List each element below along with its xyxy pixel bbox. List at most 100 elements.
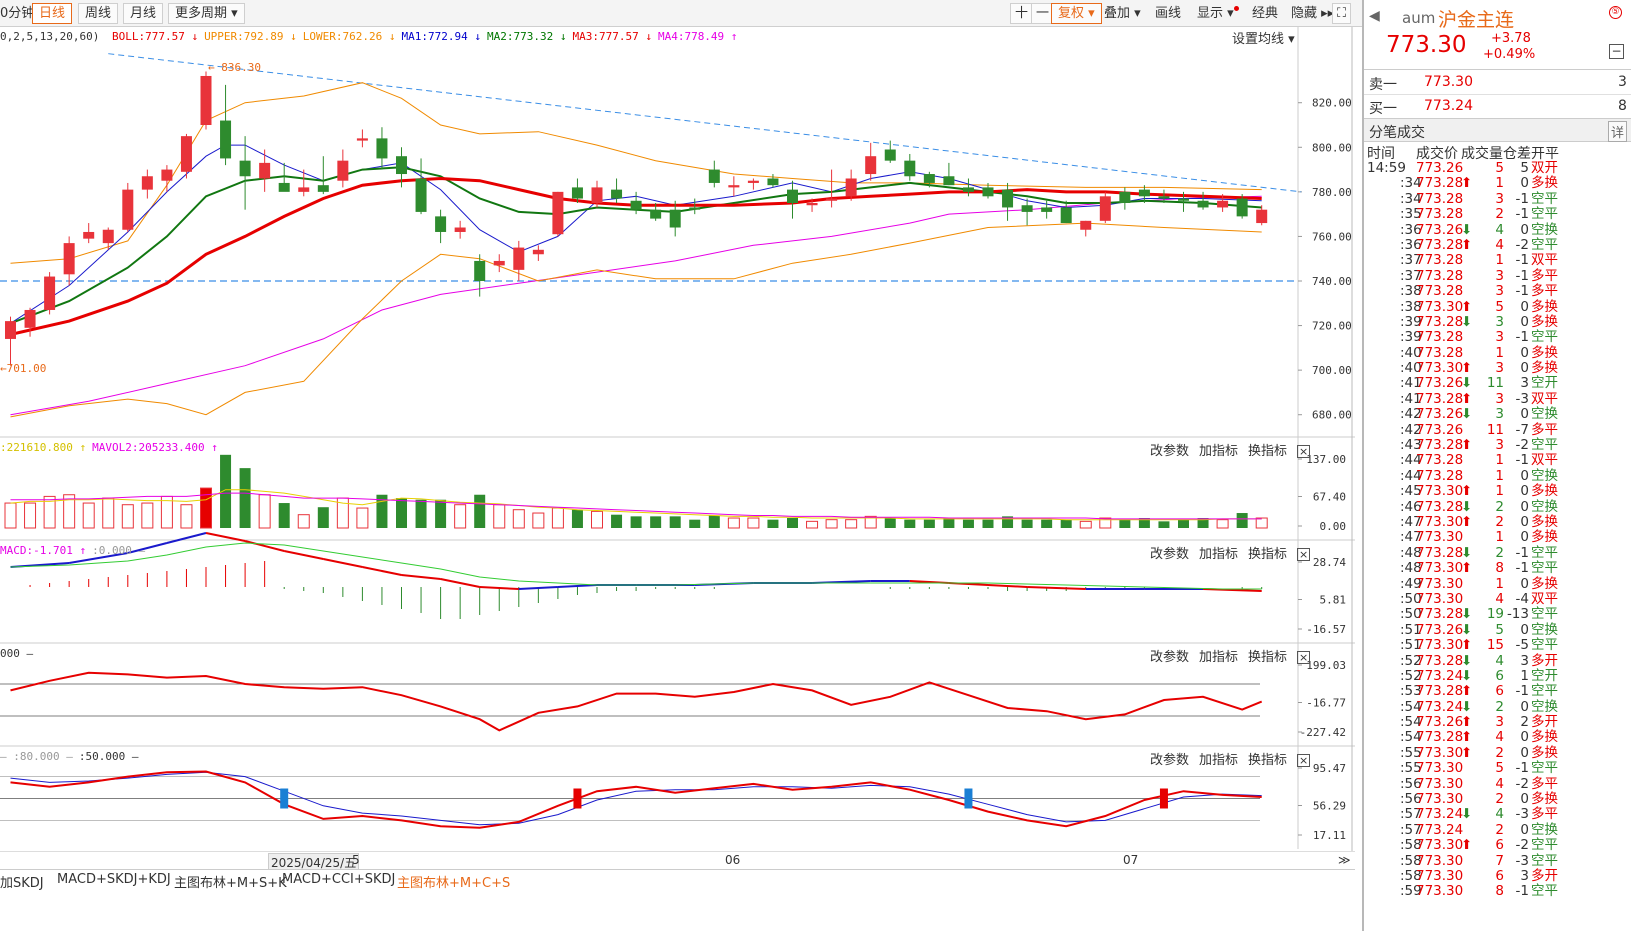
tick-down-arrow-icon: ⬇ [1461, 667, 1473, 684]
tick-type: 空开 [1531, 667, 1558, 684]
candle-body [982, 187, 994, 197]
tick-oi-change: -2 [1515, 775, 1529, 792]
period-monthly[interactable]: 月线 [123, 3, 164, 24]
tick-type: 多换 [1531, 575, 1558, 592]
tick-oi-change: 0 [1520, 729, 1529, 746]
period-weekly[interactable]: 周线 [78, 3, 119, 24]
collapse-icon[interactable]: − [1609, 44, 1624, 59]
tick-price: 773.28 [1416, 313, 1464, 330]
swap-indicator-button[interactable]: 换指标 [1248, 444, 1288, 459]
tab-boll-m-s-k[interactable]: 主图布林+M+S+K [174, 876, 287, 891]
tick-time: :36 [1400, 221, 1422, 238]
add-indicator-button[interactable]: 加指标 [1199, 650, 1239, 665]
close-pane-icon[interactable]: × [1297, 754, 1311, 767]
tick-row: :40 773.30 ⬆ 3 0 多换 [1364, 360, 1631, 376]
change-params-button[interactable]: 改参数 [1150, 444, 1190, 459]
top-toolbar: 0分钟 日线 周线 月线 更多周期 ▾ 十 一 复权 ▾ 叠加 ▾ 画线 显示 … [0, 0, 1412, 27]
volume-bar [102, 497, 115, 529]
add-indicator-button[interactable]: 加指标 [1199, 753, 1239, 768]
tick-row: :47 773.30 ⬆ 2 0 多换 [1364, 514, 1631, 530]
tick-row: :57 773.24 ⬇ 4 -3 多平 [1364, 806, 1631, 823]
tick-price: 773.28 [1416, 729, 1464, 746]
tick-oi-change: 0 [1520, 698, 1529, 715]
close-pane-icon[interactable]: × [1297, 651, 1311, 664]
tick-type: 空换 [1531, 221, 1558, 238]
close-pane-icon[interactable]: × [1297, 548, 1311, 561]
quote-panel: ◀ aum 沪金主连 ⑤ 773.30 +3.78 +0.49% − 卖一 77… [1362, 0, 1631, 931]
tick-row: :58 773.30 ⬆ 6 -2 空平 [1364, 837, 1631, 854]
tick-row: :39 773.28 ⬇ 3 0 多换 [1364, 313, 1631, 330]
ma-settings-button[interactable]: 设置均线 ▾ [1232, 32, 1295, 47]
tick-price: 773.30 [1416, 883, 1464, 900]
tick-oi-change: -1 [1515, 206, 1529, 223]
classic-button[interactable]: 经典 [1252, 6, 1279, 21]
volume-bar [4, 502, 17, 529]
period-minute[interactable]: 0分钟 [0, 6, 35, 21]
swap-indicator-button[interactable]: 换指标 [1248, 650, 1288, 665]
ma2-line [10, 166, 1262, 325]
volume-bar [982, 519, 994, 528]
tick-price: 773.26 [1416, 406, 1464, 423]
tick-price: 773.28 [1416, 437, 1464, 454]
tick-oi-change: -1 [1515, 190, 1529, 207]
tick-time: :54 [1400, 714, 1422, 731]
add-indicator-button[interactable]: 加指标 [1199, 444, 1239, 459]
tick-type: 空平 [1531, 837, 1558, 854]
tick-down-arrow-icon: ⬇ [1461, 621, 1473, 638]
tick-oi-change: 3 [1520, 375, 1529, 392]
scroll-right-icon[interactable]: ≫ [1338, 853, 1351, 867]
tick-down-arrow-icon: ⬇ [1461, 652, 1473, 669]
tick-down-arrow-icon: ⬇ [1461, 375, 1473, 392]
period-more[interactable]: 更多周期 ▾ [168, 3, 245, 24]
hide-button[interactable]: 隐藏 ▸▸ [1291, 6, 1335, 21]
tick-price: 773.28 [1416, 498, 1464, 515]
add-indicator-button[interactable]: 加指标 [1199, 547, 1239, 562]
candle-body [884, 149, 896, 161]
tick-down-arrow-icon: ⬇ [1461, 806, 1473, 823]
overlay-button[interactable]: 叠加 ▾ [1104, 6, 1141, 21]
volume-bar [24, 502, 37, 529]
prev-symbol-icon[interactable]: ◀ [1369, 8, 1380, 24]
candle-body [278, 182, 290, 192]
tab-macd-skdj-kdj[interactable]: MACD+SKDJ+KDJ [57, 872, 171, 887]
display-button[interactable]: 显示 ▾ [1197, 3, 1239, 24]
tick-price: 773.30 [1416, 837, 1464, 854]
close-pane-icon[interactable]: × [1297, 445, 1311, 458]
change-params-button[interactable]: 改参数 [1150, 547, 1190, 562]
tick-row: :47 773.30 1 0 多换 [1364, 529, 1631, 545]
vol-ind-item: MAVOL2:205233.400 ↑ [92, 441, 218, 454]
swap-indicator-button[interactable]: 换指标 [1248, 753, 1288, 768]
period-daily[interactable]: 日线 [32, 3, 73, 24]
tick-time: :39 [1400, 313, 1422, 330]
tab-macd-cci-skdj[interactable]: MACD+CCI+SKDJ [282, 872, 396, 887]
tick-price: 773.28 [1416, 452, 1464, 469]
tab-skdj[interactable]: 加SKDJ [0, 876, 44, 891]
tick-volume: 7 [1495, 852, 1504, 869]
tab-boll-m-c-s[interactable]: 主图布林+M+C+S [397, 876, 511, 891]
candle-body [826, 198, 838, 201]
zoom-in-button[interactable]: 十 [1010, 3, 1034, 24]
adjust-button[interactable]: 复权 ▾ [1051, 3, 1102, 24]
change-params-button[interactable]: 改参数 [1150, 650, 1190, 665]
price-tick-label: 780.00 [1312, 186, 1352, 199]
volume-bar [787, 518, 798, 528]
tick-time: :58 [1400, 867, 1422, 884]
high-price-label: ← 836.30 [208, 61, 261, 74]
tick-volume: 2 [1495, 821, 1504, 838]
ticks-detail-button[interactable]: 详 [1608, 121, 1628, 142]
info-icon[interactable]: ⑤ [1609, 6, 1622, 19]
chart-canvas[interactable]: 820.00 800.00 780.00 760.00 740.00 720.00 700.… [0, 27, 1355, 851]
draw-button[interactable]: 画线 [1155, 6, 1182, 21]
candle-body [376, 138, 388, 159]
volume-bar [1216, 519, 1229, 529]
expand-icon[interactable]: ⛶ [1332, 3, 1352, 24]
low-price-label: ←701.00 [0, 362, 46, 375]
candle-body [1099, 196, 1111, 221]
tick-row: :40 773.28 1 0 多换 [1364, 345, 1631, 361]
change-params-button[interactable]: 改参数 [1150, 753, 1190, 768]
tick-price: 773.30 [1416, 760, 1464, 777]
swap-indicator-button[interactable]: 换指标 [1248, 547, 1288, 562]
tick-type: 多换 [1531, 175, 1558, 192]
tick-volume: 3 [1495, 329, 1504, 346]
ticks-list[interactable]: 14:59 773.26 5 5 双开:34 773.28 ⬆ 1 0 多换:34 773.28 3-… [1364, 160, 1631, 900]
